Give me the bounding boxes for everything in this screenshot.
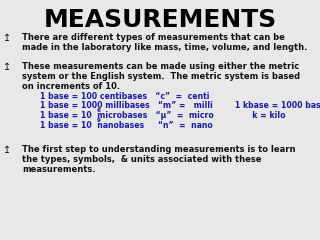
Text: ↥: ↥ [3,145,11,155]
Text: 1 base = 1000 millibases   “m” =   milli        1 kbase = 1000 bases: 1 base = 1000 millibases “m” = milli 1 k… [40,102,320,110]
Text: These measurements can be made using either the metric: These measurements can be made using eit… [22,62,299,71]
Text: 9: 9 [97,118,101,122]
Text: 6: 6 [97,108,101,113]
Text: system or the English system.  The metric system is based: system or the English system. The metric… [22,72,300,81]
Text: 1 base = 100 centibases   “c”  =  centi: 1 base = 100 centibases “c” = centi [40,92,210,101]
Text: ↥: ↥ [3,33,11,43]
Text: There are different types of measurements that can be: There are different types of measurement… [22,33,285,42]
Text: made in the laboratory like mass, time, volume, and length.: made in the laboratory like mass, time, … [22,43,308,52]
Text: 1 base = 10  nanobases     “n”  =  nano: 1 base = 10 nanobases “n” = nano [40,120,213,130]
Text: the types, symbols,  & units associated with these: the types, symbols, & units associated w… [22,155,261,164]
Text: on increments of 10.: on increments of 10. [22,82,120,91]
Text: The first step to understanding measurements is to learn: The first step to understanding measurem… [22,145,295,154]
Text: MEASUREMENTS: MEASUREMENTS [44,8,276,32]
Text: 1 base = 10  microbases   “μ”  =  micro              k = kilo: 1 base = 10 microbases “μ” = micro k = k… [40,111,285,120]
Text: ↥: ↥ [3,62,11,72]
Text: measurements.: measurements. [22,165,95,174]
